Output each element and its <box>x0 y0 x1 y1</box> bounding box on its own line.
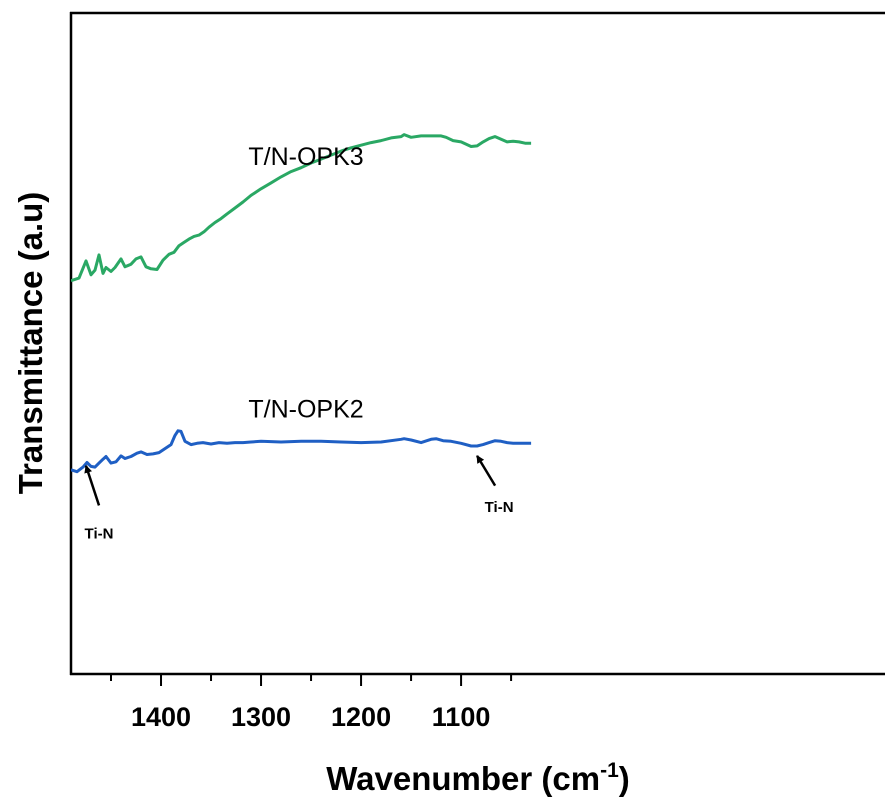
x-axis-title-superscript: -1 <box>600 759 619 782</box>
x-axis-tick-labels: 1400 1300 1200 1100 <box>131 702 490 732</box>
series-line-1 <box>71 133 532 283</box>
x-tick-label: 1100 <box>432 702 491 732</box>
series-group <box>71 133 532 474</box>
annotations: Ti-N Ti-N <box>84 455 514 542</box>
x-tick-label: 1400 <box>131 702 191 732</box>
annotation-label-2: Ti-N <box>485 499 514 516</box>
x-axis-title-text: Wavenumber (cm <box>326 760 600 797</box>
series-label-1: T/N-OPK3 <box>248 143 363 171</box>
series-line-2 <box>71 429 532 474</box>
annotation-arrow-1 <box>84 464 101 506</box>
y-axis-title: Transmittance (a.u) <box>12 192 49 495</box>
series-label-2: T/N-OPK2 <box>248 396 363 424</box>
x-axis-ticks <box>110 674 513 686</box>
annotation-arrow-2 <box>476 455 497 487</box>
x-axis-title-close: ) <box>619 760 630 797</box>
annotation-label-1: Ti-N <box>85 525 114 542</box>
series-labels: T/N-OPK3 T/N-OPK2 <box>248 143 363 424</box>
x-axis-title: Wavenumber (cm-1) <box>326 759 630 797</box>
x-tick-label: 1300 <box>231 702 291 732</box>
x-tick-label: 1200 <box>331 702 391 732</box>
axes-frame <box>69 11 885 676</box>
